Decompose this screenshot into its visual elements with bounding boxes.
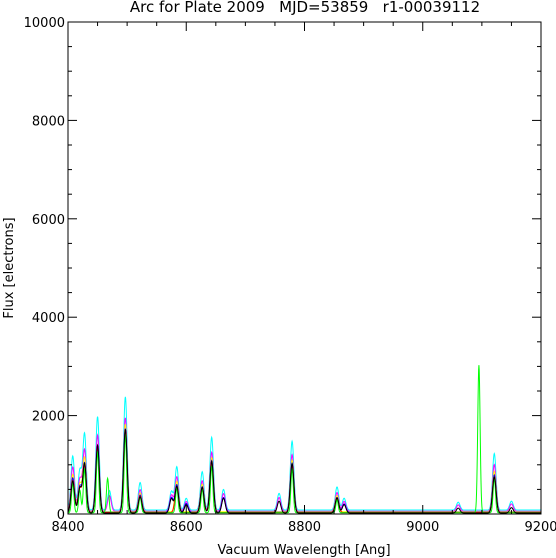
x-tick-label: 9200: [524, 520, 556, 535]
y-axis-label: Flux [electrons]: [2, 217, 17, 318]
x-tick-label: 8600: [170, 520, 203, 535]
axes-layer: 8400 8600 8800 9000 9200 0 2000 4000 6000 8000 100…: [24, 16, 556, 535]
series-layer: [67, 365, 541, 514]
y-tick-label: 8000: [32, 114, 65, 129]
plot-frame: [67, 21, 542, 515]
series-line-6: [67, 429, 541, 514]
y-tick-label: 6000: [32, 213, 65, 228]
y-tick-label: 0: [57, 508, 65, 523]
x-tick-label: 9000: [406, 520, 439, 535]
chart-title: Arc for Plate 2009 MJD=53859 r1-00039112: [130, 0, 480, 16]
y-tick-label: 10000: [24, 16, 65, 31]
y-tick-label: 2000: [32, 410, 65, 425]
y-tick-label: 4000: [32, 311, 65, 326]
x-axis-label: Vacuum Wavelength [Ang]: [217, 543, 390, 558]
x-tick-label: 8400: [51, 520, 84, 535]
x-tick-label: 8800: [288, 520, 321, 535]
